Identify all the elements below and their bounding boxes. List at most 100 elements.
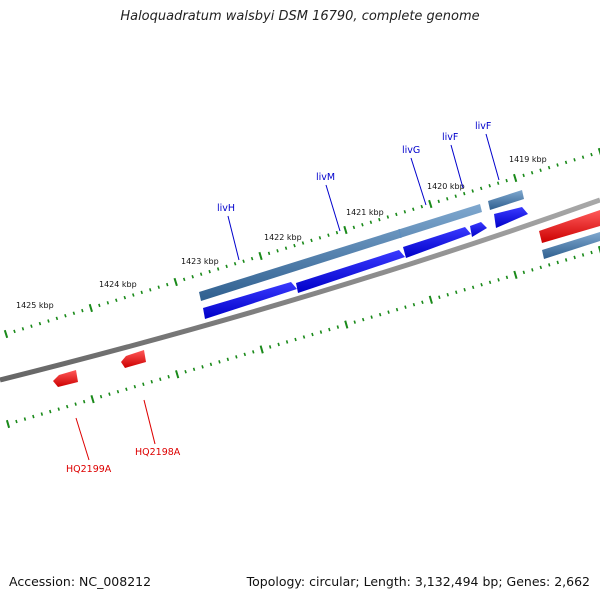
outer-ruler-tick [199,272,203,276]
inner-ruler-tick [539,265,543,270]
inner-ruler-tick [23,417,27,421]
cds-livF-2[interactable] [494,207,528,228]
inner-ruler-tick [395,307,399,312]
inner-ruler-tick [421,300,424,304]
tick-label-1422: 1422 kbp [264,233,302,242]
inner-ruler-tick [513,270,518,279]
outer-ruler-tick [369,220,373,224]
accession-text: Accession: NC_008212 [9,574,152,589]
outer-ruler-tick [471,189,474,193]
tick-label-1423: 1423 kbp [181,257,219,266]
tick-label-1424: 1424 kbp [99,280,137,289]
outer-ruler-tick [3,329,9,339]
gene-label-livM[interactable]: livM [316,172,335,183]
gene-liv-cluster[interactable] [199,204,482,301]
inner-ruler-tick [294,337,297,342]
inner-ruler-tick [522,270,526,275]
inner-ruler-tick [209,362,213,367]
outer-ruler-tick [488,184,491,188]
inner-ruler-tick [82,399,86,404]
outer-ruler-tick [403,210,407,214]
outer-ruler-tick [258,251,263,261]
outer-ruler-tick [420,204,424,209]
outer-ruler-tick [327,233,330,237]
outer-ruler-tick [242,259,245,263]
outer-ruler-tick [30,324,33,328]
inner-ruler-tick [285,340,289,344]
outer-ruler-tick [115,298,118,302]
inner-ruler-tick [404,305,407,309]
cds-right-red[interactable] [539,210,600,243]
inner-ruler-tick [344,320,349,329]
inner-ruler-tick [252,350,255,354]
inner-ruler-tick [328,327,331,332]
outer-ruler-tick [505,178,508,183]
inner-ruler-tick [370,315,373,319]
inner-ruler-tick [259,345,264,354]
inner-ruler-tick [319,330,323,334]
outer-ruler-tick [395,212,398,217]
inner-ruler-tick [184,370,187,374]
inner-ruler-tick [277,342,280,347]
outer-ruler-tick [55,316,59,321]
gene-label-livG[interactable]: livG [402,145,420,156]
gene-label-HQ2199A[interactable]: HQ2199A [66,464,112,475]
inner-ruler-tick [590,250,593,255]
inner-ruler-tick [49,409,52,414]
inner-ruler-tick [531,268,534,272]
outer-ruler-tick [284,246,288,250]
outer-ruler-tick [378,217,381,222]
inner-ruler-tick [108,392,111,396]
gene-livF-2[interactable] [488,190,524,210]
outer-ruler-tick [343,225,348,235]
cds-livH[interactable] [203,282,297,319]
tick-label-1421: 1421 kbp [346,208,384,217]
inner-ruler-tick [428,295,433,304]
outer-ruler-tick [335,230,339,235]
outer-ruler-tick [352,225,356,230]
outer-ruler [3,147,600,339]
gene-label-livF-2[interactable]: livF [475,121,491,132]
tick-label-1419: 1419 kbp [509,155,547,164]
inner-ruler-tick [90,395,95,404]
outer-ruler-tick [38,321,42,326]
outer-ruler-tick [208,269,211,274]
gene-label-livF-1[interactable]: livF [442,132,458,143]
cds-HQ2199A[interactable] [53,370,78,387]
outer-ruler-tick [454,194,457,198]
cds-livG[interactable] [403,227,471,258]
cds-livF-1[interactable] [470,222,487,237]
inner-ruler-tick [235,355,238,359]
outer-ruler-tick [166,282,169,287]
outer-ruler-tick [539,168,542,172]
outer-ruler-tick [88,303,93,313]
outer-ruler-tick [173,277,178,287]
inner-ruler-tick [192,367,196,372]
outer-ruler-tick [191,275,194,279]
outer-ruler-tick [140,290,143,295]
outer-ruler-tick [157,285,160,289]
gene-label-HQ2198A[interactable]: HQ2198A [135,447,181,458]
cds-livM[interactable] [296,250,405,293]
inner-ruler-tick [387,310,390,314]
inner-ruler-tick [302,335,306,339]
outer-ruler-tick [216,267,220,271]
outer-ruler-tick [98,303,101,308]
outer-ruler-tick [556,163,559,167]
inner-ruler-tick [471,285,475,290]
inner-ruler-tick [455,290,458,295]
inner-ruler-tick [336,325,340,329]
inner-ruler-tick [142,382,145,387]
outer-ruler-tick [13,329,16,334]
outer-ruler-tick [573,158,576,162]
cds-track-reverse [53,210,600,387]
cds-HQ2198A[interactable] [121,350,146,368]
outer-ruler-tick [318,236,322,240]
gene-right-steel[interactable] [542,232,600,259]
gene-label-livH[interactable]: livH [217,203,235,214]
map-title: Haloquadratum walsbyi DSM 16790, complet… [120,9,480,24]
outer-ruler-tick [412,207,415,211]
inner-ruler-tick [201,365,204,369]
inner-ruler-tick [175,370,180,379]
